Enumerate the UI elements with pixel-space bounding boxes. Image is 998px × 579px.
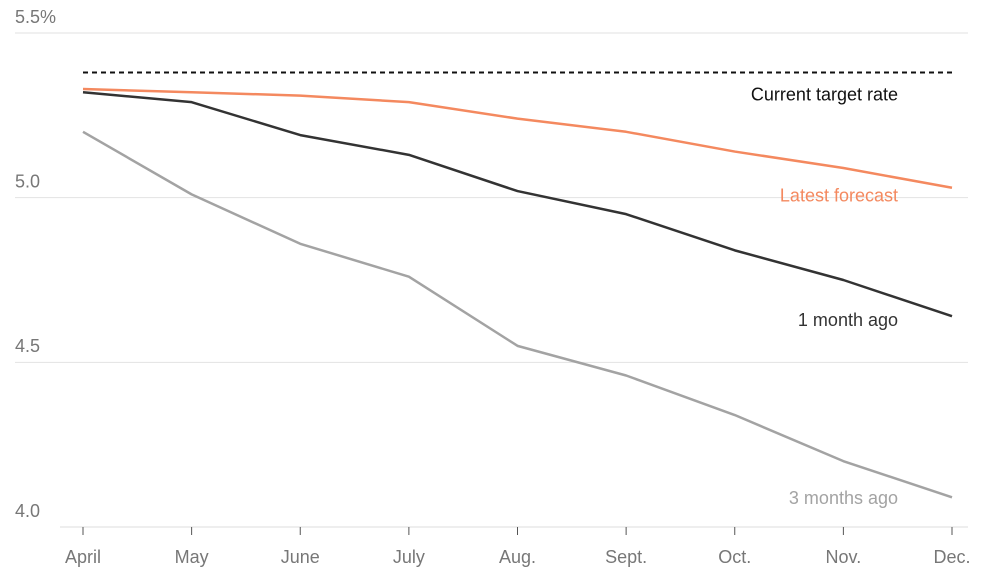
series-label: 1 month ago [798,310,898,330]
series-line [82,91,953,318]
x-tick-label: Oct. [718,547,751,567]
y-tick-label: 4.0 [15,501,40,521]
y-tick-label: 5.0 [15,171,40,191]
series-line [82,130,953,499]
x-tick-label: April [65,547,101,567]
y-tick-label: 4.5 [15,336,40,356]
x-tick-label: Sept. [605,547,647,567]
series-label: Latest forecast [780,186,898,206]
x-tick-label: June [281,547,320,567]
x-tick-label: Nov. [826,547,862,567]
y-tick-label: 5.5% [15,7,56,27]
x-tick-label: Aug. [499,547,536,567]
series-line [82,87,953,190]
series-label: 3 months ago [789,488,898,508]
x-tick-label: July [393,547,425,567]
x-tick-label: May [175,547,209,567]
x-tick-label: Dec. [933,547,970,567]
reference-label: Current target rate [751,84,898,104]
